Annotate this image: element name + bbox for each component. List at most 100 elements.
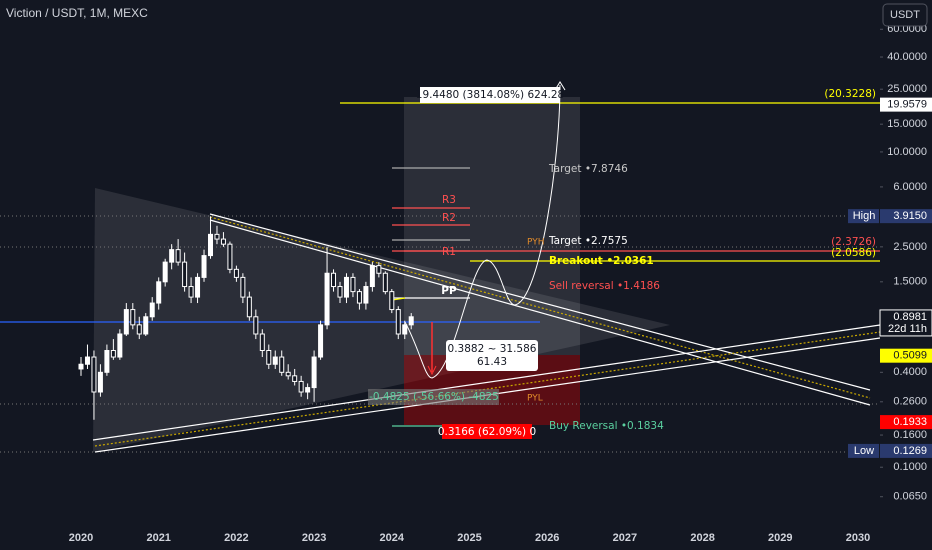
candle-body xyxy=(376,265,382,274)
level-label: (2.0586) xyxy=(831,247,876,259)
candle-body xyxy=(130,309,136,326)
candle-body xyxy=(201,255,207,278)
y-tick-label: 0.4000 xyxy=(893,366,927,378)
x-tick-label: 2028 xyxy=(690,532,714,544)
x-tick-label: 2029 xyxy=(768,532,792,544)
candle-body xyxy=(272,356,278,365)
measure-label: 19.4480 (3814.08%) 624.28 xyxy=(416,89,564,101)
pivot-label: R2 xyxy=(442,212,456,224)
time-axis xyxy=(0,525,880,550)
candle-body xyxy=(279,356,285,373)
candle-body xyxy=(227,243,233,270)
trend-line xyxy=(209,213,871,391)
candle-body xyxy=(78,363,84,370)
candle-body xyxy=(311,356,317,389)
x-tick-label: 2024 xyxy=(380,532,405,544)
price-tag xyxy=(880,415,932,430)
candle-body xyxy=(343,276,349,298)
price-tag-name: High xyxy=(853,210,876,222)
y-tick-label: 2.5000 xyxy=(893,241,927,253)
candle-body xyxy=(305,387,311,393)
drawings xyxy=(0,81,881,453)
axis-bg xyxy=(880,30,932,550)
chart-title: Viction / USDT, 1M, MEXC xyxy=(6,6,148,20)
candle-body xyxy=(117,333,123,358)
candle-body xyxy=(389,291,395,311)
candle-body xyxy=(169,249,175,263)
candle-body xyxy=(136,324,142,335)
candle-body xyxy=(208,233,213,257)
pivot-label: R1 xyxy=(442,246,456,258)
price-tag-name-bg xyxy=(848,209,879,224)
level-label: (20.3228) xyxy=(824,88,876,100)
x-tick-label: 2026 xyxy=(535,532,559,544)
trend-line xyxy=(209,219,871,406)
candle-body xyxy=(97,371,103,393)
candle-body xyxy=(240,276,246,298)
countdown: 22d 11h xyxy=(888,323,927,335)
x-tick-label: 2023 xyxy=(302,532,326,544)
candle-body xyxy=(395,309,401,335)
x-tick-label: 2020 xyxy=(69,532,93,544)
candle-body xyxy=(84,356,90,365)
price-tag-label: 19.9579 xyxy=(887,99,927,111)
pivot-label: PYL xyxy=(527,394,543,404)
label-box xyxy=(420,87,560,103)
candle-body xyxy=(104,350,110,373)
y-tick-label: 6.0000 xyxy=(893,181,927,193)
candle-body xyxy=(182,261,188,288)
candle-body xyxy=(318,324,324,358)
currency-button[interactable] xyxy=(882,3,928,27)
candle-body xyxy=(337,286,343,298)
currency-button-label[interactable]: USDT xyxy=(890,9,920,21)
drop-arrow-head xyxy=(427,365,437,376)
candle-body xyxy=(292,375,298,382)
pivot-label: R3 xyxy=(442,194,456,206)
candle-body xyxy=(188,286,194,298)
candle-body xyxy=(266,350,272,365)
trend-line xyxy=(92,324,881,441)
candle-body xyxy=(253,316,259,335)
candle-body xyxy=(175,249,181,263)
price-tag xyxy=(880,348,932,363)
label-box xyxy=(442,424,532,439)
candle-body xyxy=(259,333,265,352)
x-tick-label: 2030 xyxy=(846,532,870,544)
price-tag-label: 0.5099 xyxy=(893,350,927,362)
drop-label: -0.4825 (-56.66%) -4825 xyxy=(369,391,499,403)
y-tick-label: 1.5000 xyxy=(893,276,927,288)
price-tag xyxy=(880,443,932,458)
x-tick-label: 2025 xyxy=(457,532,481,544)
y-tick-label: 25.0000 xyxy=(887,83,927,95)
price-tag-name: Low xyxy=(854,445,874,457)
candle-body xyxy=(246,296,252,318)
triangle xyxy=(93,188,670,452)
sell-label: Sell reversal •1.4186 xyxy=(549,280,660,292)
y-tick-label: 0.1600 xyxy=(893,429,927,441)
candle-body xyxy=(123,309,129,335)
candle-body xyxy=(233,268,239,278)
y-tick-label: 0.0650 xyxy=(893,491,927,503)
level-label: (2.3726) xyxy=(831,236,876,248)
candle-body xyxy=(324,272,330,326)
candle-body xyxy=(214,233,220,240)
candle-body xyxy=(195,276,201,298)
candle-body xyxy=(382,272,388,293)
y-tick-label: 10.0000 xyxy=(887,146,927,158)
x-tick-label: 2027 xyxy=(613,532,637,544)
candle-body xyxy=(143,316,149,335)
candle-body xyxy=(91,356,97,393)
pivot-label: PYH xyxy=(527,238,545,248)
candle-body xyxy=(298,380,304,393)
candle-body xyxy=(356,291,362,304)
price-tag-label: 0.1933 xyxy=(893,416,927,428)
candle-body xyxy=(350,276,356,293)
candles xyxy=(78,216,414,420)
x-tick-label: 2022 xyxy=(224,532,248,544)
y-tick-label: 15.0000 xyxy=(887,118,927,130)
y-tick-label: 40.0000 xyxy=(887,51,927,63)
price-axis: 60.000040.000025.000015.000010.00006.000… xyxy=(848,23,932,550)
candle-body xyxy=(110,350,116,358)
pivot-label: PP xyxy=(441,285,457,297)
